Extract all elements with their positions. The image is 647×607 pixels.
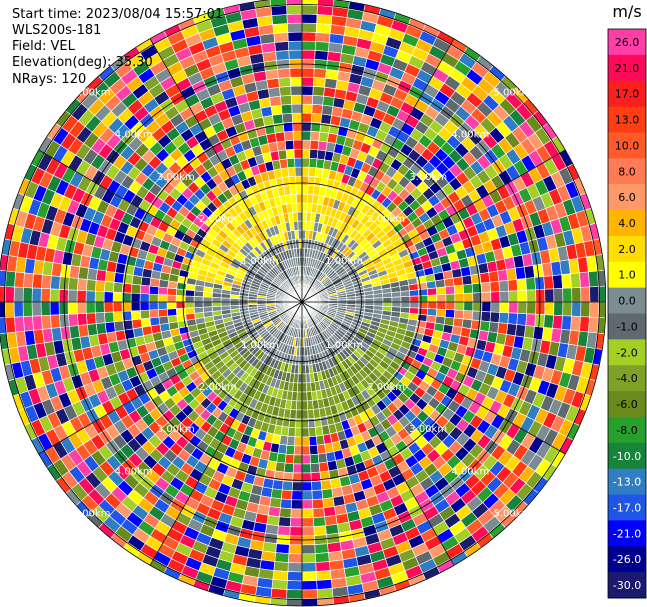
colorbar-tick-label: -1.0	[616, 320, 637, 333]
colorbar-tick-label: 8.0	[618, 165, 636, 178]
colorbar-tick-label: 26.0	[615, 36, 640, 49]
colorbar-tick-label: -8.0	[616, 424, 637, 437]
colorbar-tick-label: 21.0	[615, 62, 640, 75]
colorbar-tick-label: 17.0	[615, 88, 640, 101]
colorbar-tick-label: 10.0	[615, 139, 640, 152]
colorbar-tick-label: -2.0	[616, 346, 637, 359]
colorbar-tick-label: -17.0	[613, 502, 641, 515]
velocity-cell	[598, 285, 606, 303]
colorbar-tick-label: 4.0	[618, 217, 636, 230]
colorbar-tick-label: -21.0	[613, 527, 641, 540]
colorbar-tick-label: -6.0	[616, 398, 637, 411]
velocity-cells	[0, 0, 606, 607]
colorbar-tick-label: 2.0	[618, 243, 636, 256]
colorbar-tick-label: 1.0	[618, 269, 636, 282]
colorbar-tick-label: 0.0	[618, 295, 636, 308]
colorbar-tick-label: -13.0	[613, 476, 641, 489]
colorbar-tick-label: -30.0	[613, 579, 641, 592]
colorbar-tick-label: 13.0	[615, 114, 640, 127]
colorbar-unit: m/s	[612, 2, 641, 21]
colorbar-tick-label: -10.0	[613, 450, 641, 463]
colorbar-tick-label: -4.0	[616, 372, 637, 385]
colorbar-tick-label: -26.0	[613, 553, 641, 566]
colorbar-tick-label: 6.0	[618, 191, 636, 204]
